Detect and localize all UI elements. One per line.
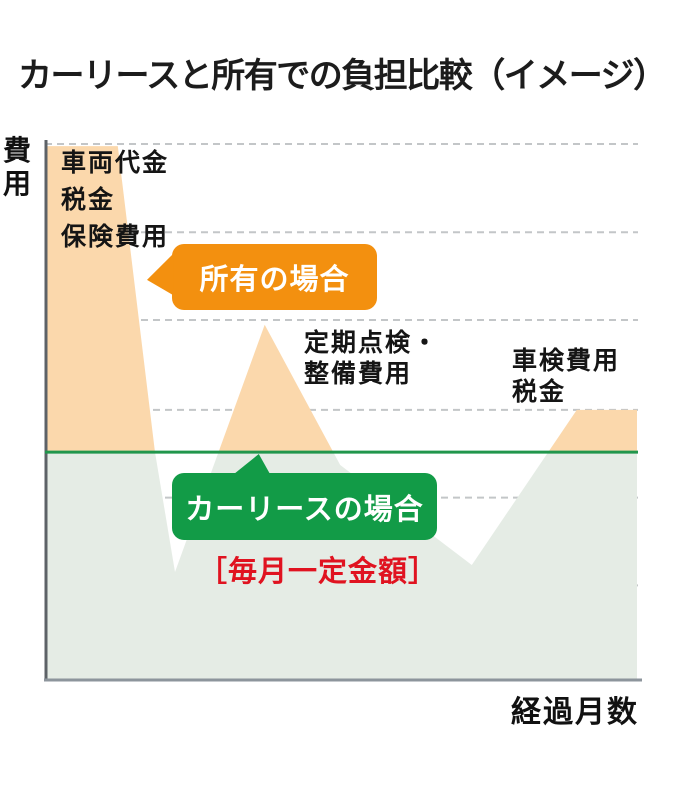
maintenance-costs-label: 定期点検・ 整備費用 <box>304 328 439 390</box>
ownership-initial-line-1: 車両代金 <box>61 149 170 177</box>
y-axis-label: 費用 <box>3 135 32 199</box>
inspection-costs-label: 車検費用 税金 <box>512 346 620 408</box>
ownership-initial-line-2: 税金 <box>61 186 116 214</box>
x-axis-label: 経過月数 <box>511 696 639 729</box>
lease-badge-label: カーリースの場合 <box>185 493 424 526</box>
ownership-initial-line-3: 保険費用 <box>61 223 170 251</box>
ownership-badge: 所有の場合 <box>147 244 377 310</box>
page-title: カーリースと所有での負担比較（イメージ） <box>18 57 667 95</box>
maintenance-line-1: 定期点検・ <box>304 329 440 357</box>
lease-badge: カーリースの場合 <box>172 454 437 540</box>
inspection-line-1: 車検費用 <box>512 347 621 375</box>
inspection-line-2: 税金 <box>512 378 567 406</box>
ownership-badge-label: 所有の場合 <box>199 264 350 296</box>
lease-fixed-amount-note: ［毎月一定金額］ <box>198 556 439 588</box>
maintenance-line-2: 整備費用 <box>304 360 413 388</box>
ownership-initial-costs-label: 車両代金 税金 保険費用 <box>61 145 169 256</box>
